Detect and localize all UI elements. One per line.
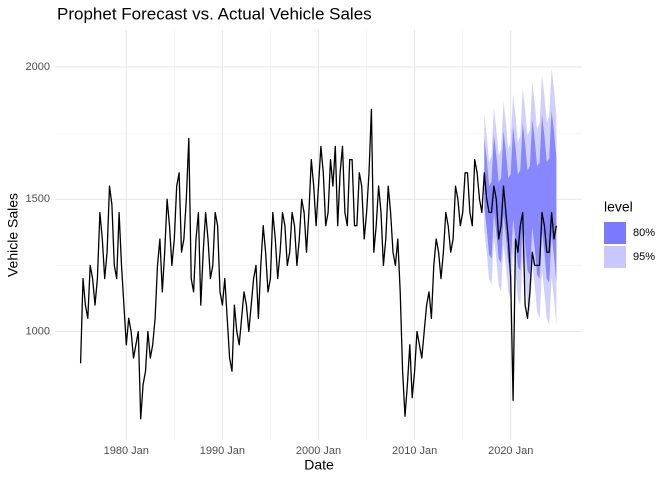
legend-label: 80% bbox=[633, 227, 655, 239]
plot-area bbox=[79, 68, 558, 420]
y-tick-label: 2000 bbox=[26, 61, 50, 73]
legend: 80% 95% bbox=[604, 222, 655, 268]
legend-title: level bbox=[604, 199, 633, 215]
actual-line bbox=[79, 108, 558, 420]
y-tick-label: 1000 bbox=[26, 325, 50, 337]
legend-swatch bbox=[604, 222, 626, 244]
x-tick-label: 2010 Jan bbox=[392, 445, 437, 457]
forecast-band bbox=[484, 110, 557, 283]
x-tick-label: 1980 Jan bbox=[104, 445, 149, 457]
y-tick-label: 1500 bbox=[26, 193, 50, 205]
legend-label: 95% bbox=[633, 251, 655, 263]
chart-title: Prophet Forecast vs. Actual Vehicle Sale… bbox=[57, 4, 372, 23]
x-tick-label: 2020 Jan bbox=[488, 445, 533, 457]
x-tick-label: 1990 Jan bbox=[200, 445, 245, 457]
x-axis-title: Date bbox=[304, 457, 334, 473]
y-axis-title: Vehicle Sales bbox=[5, 193, 21, 277]
legend-swatch bbox=[604, 246, 626, 268]
x-tick-label: 2000 Jan bbox=[296, 445, 341, 457]
